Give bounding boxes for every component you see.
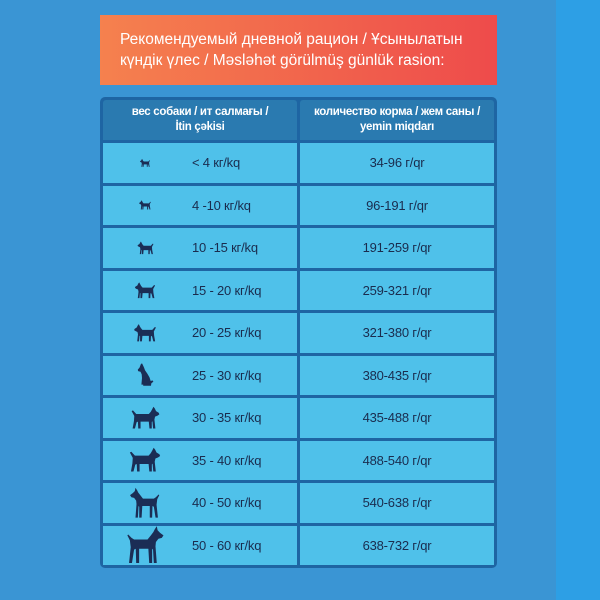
food-amount: 259-321 г/qr bbox=[362, 282, 432, 298]
standing-dog-icon bbox=[103, 228, 187, 268]
food-amount: 380-435 г/qr bbox=[362, 367, 432, 383]
weight-cell: 50 - 60 кг/kq bbox=[103, 525, 297, 566]
table-row: 30 - 35 кг/kq 435-488 г/qr bbox=[103, 398, 494, 438]
food-amount: 191-259 г/qr bbox=[362, 240, 432, 256]
table-row: 15 - 20 кг/kq 259-321 г/qr bbox=[103, 270, 494, 311]
dog-silhouette bbox=[139, 158, 151, 167]
food-amount: 435-488 г/qr bbox=[362, 410, 432, 426]
dog-silhouette bbox=[131, 406, 159, 429]
table-row: < 4 кг/kq 34-96 г/qr bbox=[103, 143, 494, 183]
dog-silhouette bbox=[139, 200, 151, 210]
weight-cell: 15 - 20 кг/kq bbox=[103, 270, 297, 311]
amount-cell: 321-380 г/qr bbox=[300, 313, 494, 353]
dog-silhouette bbox=[137, 363, 154, 387]
weight-range: < 4 кг/kq bbox=[192, 155, 241, 171]
large-dog-icon bbox=[103, 526, 187, 566]
amount-cell: 380-435 г/qr bbox=[300, 355, 494, 395]
weight-range: 50 - 60 кг/kq bbox=[192, 537, 262, 553]
weight-cell: < 4 кг/kq bbox=[103, 143, 297, 183]
column-header-food-amount: количество корма / жем саны / yemin miqd… bbox=[300, 100, 494, 140]
standing-dog-icon bbox=[103, 313, 187, 353]
table-row: 10 -15 кг/kq 191-259 г/qr bbox=[103, 228, 494, 268]
title-banner: Рекомендуемый дневной рацион / Ұсынылаты… bbox=[100, 15, 497, 85]
weight-cell: 35 - 40 кг/kq bbox=[103, 440, 297, 481]
amount-cell: 435-488 г/qr bbox=[300, 398, 494, 438]
table-row: 35 - 40 кг/kq 488-540 г/qr bbox=[103, 440, 494, 481]
large-dog-icon bbox=[103, 483, 187, 523]
food-amount: 321-380 г/qr bbox=[362, 325, 432, 341]
amount-cell: 638-732 г/qr bbox=[300, 525, 494, 565]
dog-silhouette bbox=[130, 487, 160, 518]
table-row: 40 - 50 кг/kq 540-638 г/qr bbox=[103, 483, 494, 523]
feeding-table: вес собаки / ит салмағы / İtin çəkisi ко… bbox=[100, 97, 497, 568]
weight-cell: 20 - 25 кг/kq bbox=[103, 313, 297, 353]
dog-silhouette bbox=[127, 526, 164, 564]
food-amount: 96-191 г/qr bbox=[366, 197, 428, 213]
amount-cell: 96-191 г/qr bbox=[300, 185, 494, 225]
weight-range: 25 - 30 кг/kq bbox=[192, 367, 262, 383]
weight-range: 30 - 35 кг/kq bbox=[192, 410, 262, 426]
amount-cell: 540-638 г/qr bbox=[300, 483, 494, 523]
table-row: 4 -10 кг/kq 96-191 г/qr bbox=[103, 185, 494, 226]
standing-dog-icon bbox=[103, 441, 187, 481]
weight-cell: 4 -10 кг/kq bbox=[103, 185, 297, 226]
dog-silhouette bbox=[137, 241, 153, 254]
weight-range: 15 - 20 кг/kq bbox=[192, 282, 262, 298]
column-header-dog-weight-line-1: вес собаки / ит салмағы / bbox=[131, 106, 269, 118]
table-header-row: вес собаки / ит салмағы / İtin çəkisi ко… bbox=[103, 100, 494, 140]
dog-silhouette bbox=[134, 323, 156, 342]
amount-cell: 191-259 г/qr bbox=[300, 228, 494, 268]
weight-cell: 40 - 50 кг/kq bbox=[103, 483, 297, 523]
background-strip bbox=[556, 0, 600, 600]
table-row: 20 - 25 кг/kq 321-380 г/qr bbox=[103, 313, 494, 353]
amount-cell: 259-321 г/qr bbox=[300, 270, 494, 310]
dog-silhouette bbox=[129, 448, 161, 472]
standing-dog-icon bbox=[103, 398, 187, 438]
weight-cell: 10 -15 кг/kq bbox=[103, 228, 297, 268]
table-row: 50 - 60 кг/kq 638-732 г/qr bbox=[103, 525, 494, 566]
food-amount: 488-540 г/qr bbox=[362, 452, 432, 468]
title-line-2: күндік үлес / Məsləhət görülmüş günlük r… bbox=[120, 52, 445, 69]
column-header-food-amount-line-2: yemin miqdarı bbox=[359, 121, 435, 133]
title-line-1: Рекомендуемый дневной рацион / Ұсынылаты… bbox=[120, 31, 463, 48]
table-row: 25 - 30 кг/kq 380-435 г/qr bbox=[103, 355, 494, 396]
food-amount: 638-732 г/qr bbox=[362, 537, 432, 553]
weight-range: 35 - 40 кг/kq bbox=[192, 452, 262, 468]
weight-cell: 25 - 30 кг/kq bbox=[103, 355, 297, 396]
column-header-dog-weight: вес собаки / ит салмағы / İtin çəkisi bbox=[103, 100, 297, 140]
food-amount: 34-96 г/qr bbox=[369, 155, 425, 171]
standing-dog-icon bbox=[103, 143, 187, 183]
dog-silhouette bbox=[134, 282, 156, 298]
standing-dog-icon bbox=[103, 186, 187, 226]
column-header-food-amount-line-1: количество корма / жем саны / bbox=[314, 106, 480, 118]
amount-cell: 34-96 г/qr bbox=[300, 143, 494, 183]
weight-range: 20 - 25 кг/kq bbox=[192, 325, 262, 341]
weight-cell: 30 - 35 кг/kq bbox=[103, 398, 297, 438]
weight-range: 10 -15 кг/kq bbox=[192, 240, 258, 256]
weight-range: 4 -10 кг/kq bbox=[192, 197, 251, 213]
standing-dog-icon bbox=[103, 271, 187, 311]
weight-range: 40 - 50 кг/kq bbox=[192, 495, 262, 511]
food-amount: 540-638 г/qr bbox=[362, 495, 432, 511]
column-header-dog-weight-line-2: İtin çəkisi bbox=[175, 121, 225, 133]
amount-cell: 488-540 г/qr bbox=[300, 440, 494, 480]
sitting-dog-icon bbox=[103, 356, 187, 396]
